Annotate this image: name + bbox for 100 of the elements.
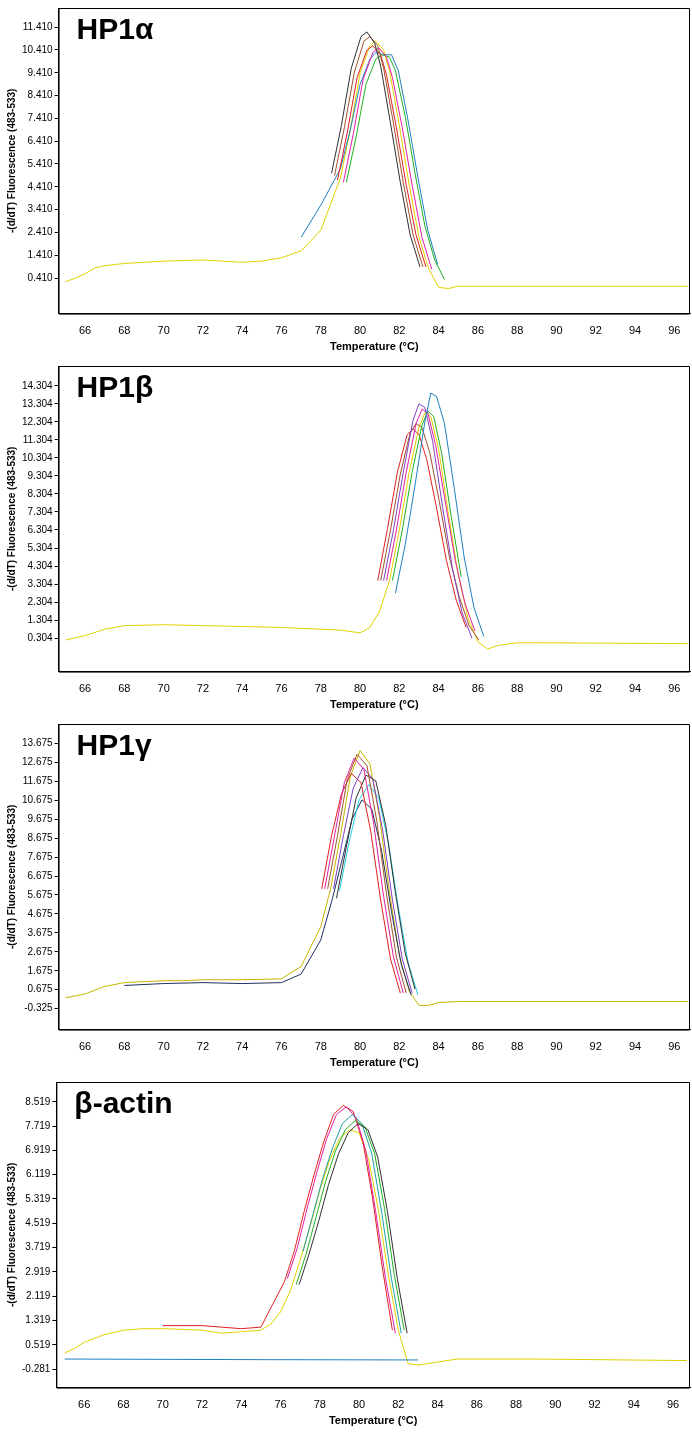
x-tick-label: 92 xyxy=(589,1040,602,1053)
x-tick-label: 70 xyxy=(157,1040,170,1053)
y-tick-label: 7.304 xyxy=(27,505,54,517)
x-tick-label: 92 xyxy=(588,1398,601,1411)
x-tick-label: 76 xyxy=(275,324,288,337)
y-tick-label: 6.919 xyxy=(25,1144,51,1156)
y-tick-label: 10.304 xyxy=(21,451,54,463)
x-tick-label: 94 xyxy=(628,682,642,695)
x-tick-label: 70 xyxy=(156,1398,169,1411)
y-tick-label: 9.675 xyxy=(27,812,54,824)
x-tick-label: 66 xyxy=(78,1040,92,1053)
x-tick-label: 84 xyxy=(432,324,445,337)
y-tick-label: -0.325 xyxy=(24,1002,54,1014)
x-tick-label: 88 xyxy=(511,682,524,695)
y-tick-label: 7.410 xyxy=(27,112,54,124)
x-tick-label: 92 xyxy=(589,682,602,695)
y-axis-title: -(d/dT) Fluorescence (483-533) xyxy=(5,1162,17,1308)
x-tick-label: 96 xyxy=(668,1040,681,1053)
y-axis-title: -(d/dT) Fluorescence (483-533) xyxy=(5,88,17,234)
x-tick-label: 80 xyxy=(353,682,367,695)
y-tick-label: 3.675 xyxy=(27,926,54,938)
y-tick-label: 2.119 xyxy=(26,1289,51,1301)
y-tick-label: 10.410 xyxy=(21,43,54,55)
y-tick-label: 5.410 xyxy=(27,157,54,169)
x-tick-label: 94 xyxy=(628,324,642,337)
x-tick-label: 66 xyxy=(78,1398,91,1411)
x-tick-label: 94 xyxy=(627,1398,640,1411)
y-tick-label: 0.410 xyxy=(27,271,54,283)
y-axis-title: -(d/dT) Fluorescence (483-533) xyxy=(5,446,17,592)
y-tick-label: 8.304 xyxy=(27,487,54,499)
y-tick-label: -0.281 xyxy=(22,1362,51,1374)
y-tick-label: 2.304 xyxy=(27,595,54,607)
y-tick-label: 0.675 xyxy=(27,983,54,995)
x-tick-label: 78 xyxy=(314,1040,327,1053)
x-tick-label: 82 xyxy=(393,324,406,337)
x-tick-label: 70 xyxy=(157,682,170,695)
x-tick-label: 74 xyxy=(235,1398,248,1411)
x-tick-label: 80 xyxy=(353,324,367,337)
x-tick-label: 86 xyxy=(471,682,485,695)
x-tick-label: 78 xyxy=(314,324,327,337)
y-tick-label: 9.410 xyxy=(27,66,54,78)
y-tick-label: 3.304 xyxy=(27,577,54,589)
y-tick-label: 10.675 xyxy=(21,794,54,806)
y-axis-title: -(d/dT) Fluorescence (483-533) xyxy=(5,804,17,950)
y-tick-label: 14.304 xyxy=(21,379,54,391)
y-tick-label: 5.675 xyxy=(27,888,54,900)
x-tick-label: 72 xyxy=(196,324,210,337)
x-axis-title: Temperature (°C) xyxy=(330,1056,419,1069)
x-tick-label: 88 xyxy=(511,1040,524,1053)
x-tick-label: 96 xyxy=(668,324,681,337)
x-tick-label: 96 xyxy=(666,1398,680,1411)
x-tick-label: 66 xyxy=(78,682,92,695)
y-tick-label: 6.304 xyxy=(27,523,54,535)
y-tick-label: 13.675 xyxy=(21,737,54,749)
y-tick-label: 12.675 xyxy=(21,756,54,768)
x-tick-label: 66 xyxy=(78,324,92,337)
x-tick-label: 72 xyxy=(196,1040,210,1053)
x-tick-label: 84 xyxy=(432,682,445,695)
y-tick-label: 2.410 xyxy=(27,226,54,238)
x-tick-label: 84 xyxy=(431,1398,444,1411)
y-tick-label: 4.304 xyxy=(27,559,54,571)
x-tick-label: 74 xyxy=(236,682,249,695)
y-tick-label: 2.675 xyxy=(27,945,54,957)
y-tick-label: 4.410 xyxy=(27,180,54,192)
x-tick-label: 90 xyxy=(550,682,563,695)
x-tick-label: 74 xyxy=(236,324,249,337)
x-tick-label: 70 xyxy=(157,324,170,337)
y-tick-label: 5.304 xyxy=(27,541,54,553)
x-tick-label: 90 xyxy=(549,1398,562,1411)
y-tick-label: 5.319 xyxy=(25,1192,51,1204)
y-tick-label: 0.519 xyxy=(25,1338,51,1350)
y-tick-label: 1.319 xyxy=(25,1314,51,1326)
chart-title: β-actin xyxy=(74,1086,173,1120)
y-tick-label: 8.519 xyxy=(25,1095,51,1107)
y-tick-label: 13.304 xyxy=(21,397,54,409)
x-tick-label: 82 xyxy=(393,682,406,695)
y-tick-label: 11.675 xyxy=(22,775,54,787)
x-tick-label: 78 xyxy=(314,682,327,695)
x-tick-label: 82 xyxy=(393,1040,406,1053)
x-tick-label: 78 xyxy=(313,1398,326,1411)
x-tick-label: 72 xyxy=(196,682,210,695)
x-tick-label: 88 xyxy=(509,1398,523,1411)
y-tick-label: 1.410 xyxy=(27,248,54,260)
y-tick-label: 6.675 xyxy=(27,869,54,881)
y-tick-label: 0.304 xyxy=(27,631,54,643)
x-tick-label: 86 xyxy=(471,324,485,337)
x-tick-label: 88 xyxy=(511,324,524,337)
y-tick-label: 11.304 xyxy=(22,433,54,445)
x-tick-label: 86 xyxy=(471,1040,485,1053)
x-tick-label: 96 xyxy=(668,682,681,695)
x-tick-label: 82 xyxy=(392,1398,405,1411)
y-tick-label: 1.304 xyxy=(27,613,54,625)
x-tick-label: 74 xyxy=(236,1040,249,1053)
y-tick-label: 4.675 xyxy=(27,907,54,919)
chart-title: HP1β xyxy=(76,370,154,404)
x-tick-label: 72 xyxy=(195,1398,209,1411)
y-tick-label: 2.919 xyxy=(25,1265,51,1277)
x-tick-label: 68 xyxy=(118,324,131,337)
x-tick-label: 68 xyxy=(118,682,131,695)
y-tick-label: 1.675 xyxy=(27,964,54,976)
